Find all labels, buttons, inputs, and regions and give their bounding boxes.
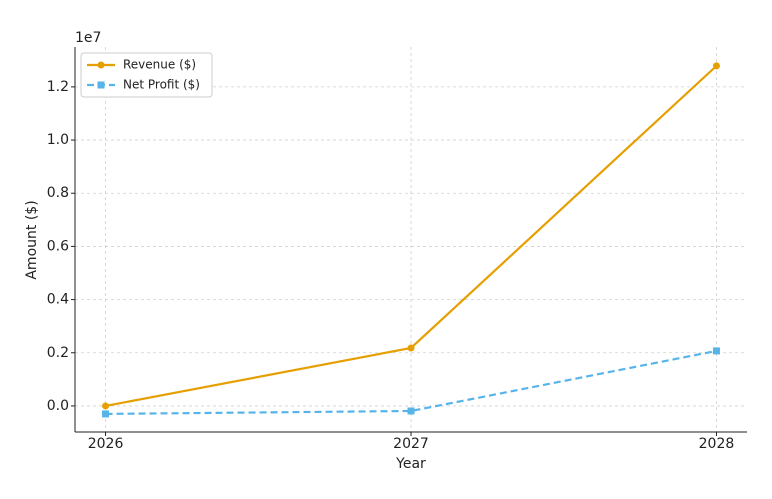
- series-line: [105, 349, 717, 416]
- y-tick-label: 0.2: [47, 345, 69, 361]
- y-axis-label: Amount ($): [24, 200, 40, 279]
- legend-marker: [97, 61, 105, 69]
- legend-label: Revenue ($): [123, 58, 196, 72]
- marker: [712, 347, 720, 355]
- y-tick-label: 0.6: [47, 238, 69, 254]
- y-offset-label: 1e7: [75, 30, 101, 46]
- y-tick-label: 0.0: [47, 398, 69, 414]
- legend: Revenue ($) Net Profit ($): [80, 52, 213, 98]
- x-tick-label: 2026: [88, 436, 124, 452]
- marker: [102, 402, 110, 410]
- marker: [712, 62, 720, 70]
- y-tick-label: 0.4: [47, 292, 69, 308]
- x-tick-label: 2027: [393, 436, 429, 452]
- y-tick-label: 0.8: [47, 185, 69, 201]
- x-axis-label: Year: [395, 456, 426, 472]
- y-tick-label: 1.2: [47, 79, 69, 95]
- legend-marker: [97, 81, 105, 89]
- y-tick-label: 1.0: [47, 132, 69, 148]
- legend-label: Net Profit ($): [123, 78, 200, 92]
- marker: [407, 407, 415, 415]
- x-tick-label: 2028: [699, 436, 735, 452]
- marker: [407, 344, 415, 352]
- marker: [102, 410, 110, 418]
